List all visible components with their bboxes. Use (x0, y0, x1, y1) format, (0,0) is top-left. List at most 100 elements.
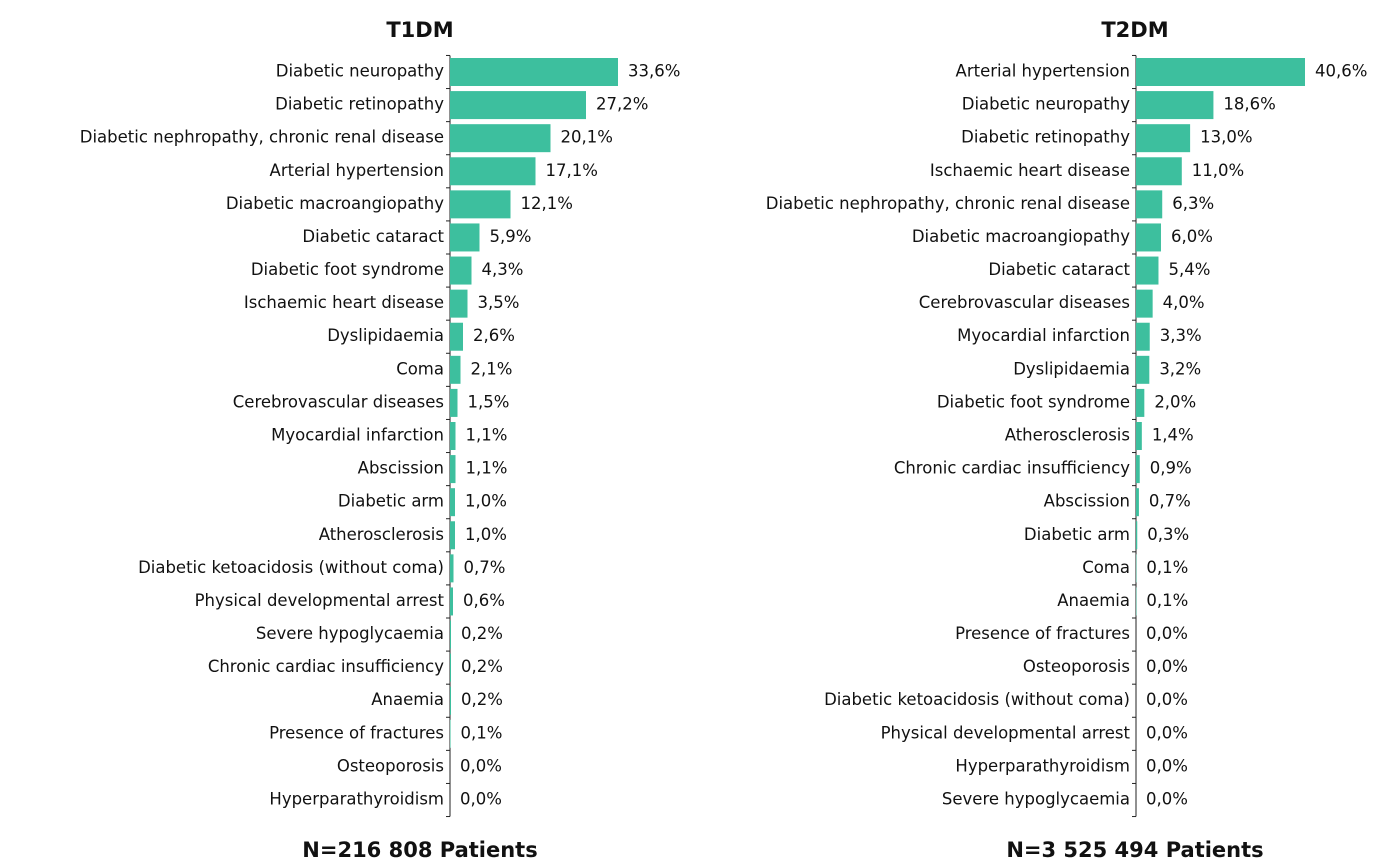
bar (450, 388, 458, 417)
value-label: 3,2% (1159, 359, 1201, 378)
category-label: Coma (1082, 558, 1130, 577)
bar (450, 256, 472, 285)
value-label: 0,1% (1146, 558, 1188, 577)
category-label: Diabetic foot syndrome (251, 260, 444, 279)
bar (450, 587, 453, 616)
category-label: Diabetic retinopathy (275, 95, 444, 114)
category-label: Arterial hypertension (270, 161, 444, 180)
value-label: 2,1% (471, 359, 513, 378)
bar (1136, 124, 1191, 153)
value-label: 18,6% (1223, 95, 1275, 114)
bar (1136, 488, 1139, 517)
value-label: 3,5% (478, 293, 520, 312)
value-label: 13,0% (1200, 128, 1252, 147)
category-label: Diabetic arm (1024, 525, 1130, 544)
bar (450, 355, 461, 384)
bar (1136, 223, 1161, 252)
bar (1136, 388, 1145, 417)
category-label: Myocardial infarction (957, 326, 1130, 345)
category-label: Diabetic neuropathy (276, 62, 444, 81)
category-label: Diabetic foot syndrome (937, 392, 1130, 411)
category-label: Diabetic macroangiopathy (912, 227, 1130, 246)
bar (450, 157, 536, 186)
category-label: Physical developmental arrest (195, 591, 445, 610)
value-label: 6,0% (1171, 227, 1213, 246)
value-label: 1,0% (465, 525, 507, 544)
chart-title: T2DM (1101, 18, 1168, 42)
value-label: 0,1% (461, 723, 503, 742)
value-label: 0,0% (460, 790, 502, 809)
category-label: Osteoporosis (1023, 657, 1130, 676)
bar (450, 190, 511, 219)
category-label: Presence of fractures (269, 723, 444, 742)
category-label: Diabetic ketoacidosis (without coma) (824, 690, 1130, 709)
bar (450, 322, 463, 351)
bar (1136, 256, 1159, 285)
value-label: 1,1% (466, 426, 508, 445)
value-label: 0,1% (1146, 591, 1188, 610)
category-label: Diabetic nephropathy, chronic renal dise… (80, 128, 444, 147)
category-label: Osteoporosis (337, 756, 444, 775)
value-label: 0,3% (1147, 525, 1189, 544)
category-label: Severe hypoglycaemia (256, 624, 444, 643)
bar (450, 488, 455, 517)
category-label: Dyslipidaemia (1013, 359, 1130, 378)
value-label: 0,0% (1146, 790, 1188, 809)
category-label: Diabetic retinopathy (961, 128, 1130, 147)
category-label: Coma (396, 359, 444, 378)
bar (450, 91, 586, 120)
bar (1136, 157, 1182, 186)
bar (450, 620, 451, 649)
category-label: Physical developmental arrest (881, 723, 1131, 742)
value-label: 2,6% (473, 326, 515, 345)
value-label: 0,7% (464, 558, 506, 577)
value-label: 4,0% (1163, 293, 1205, 312)
category-label: Diabetic cataract (302, 227, 444, 246)
value-label: 1,1% (466, 459, 508, 478)
bar (450, 223, 480, 252)
chart-title: T1DM (386, 18, 453, 42)
value-label: 0,0% (1146, 657, 1188, 676)
bar (450, 719, 451, 748)
value-label: 0,6% (463, 591, 505, 610)
category-label: Diabetic arm (338, 492, 444, 511)
bar (450, 653, 451, 682)
value-label: 1,0% (465, 492, 507, 511)
value-label: 0,0% (460, 756, 502, 775)
category-label: Chronic cardiac insufficiency (208, 657, 444, 676)
bar (1136, 91, 1214, 120)
value-label: 20,1% (561, 128, 613, 147)
value-label: 0,7% (1149, 492, 1191, 511)
bar (450, 289, 468, 318)
category-label: Diabetic macroangiopathy (226, 194, 444, 213)
category-label: Severe hypoglycaemia (942, 790, 1130, 809)
category-label: Anaemia (371, 690, 444, 709)
category-label: Myocardial infarction (271, 426, 444, 445)
bar (1136, 521, 1138, 550)
bar (450, 124, 551, 153)
value-label: 0,0% (1146, 723, 1188, 742)
footnote: N=3 525 494 Patients (1006, 838, 1263, 862)
category-label: Diabetic ketoacidosis (without coma) (138, 558, 444, 577)
value-label: 1,4% (1152, 426, 1194, 445)
bar (450, 422, 456, 450)
bar (1136, 422, 1142, 450)
bar (450, 521, 455, 550)
value-label: 6,3% (1172, 194, 1214, 213)
category-label: Cerebrovascular diseases (919, 293, 1130, 312)
value-label: 12,1% (521, 194, 573, 213)
bar (450, 554, 454, 583)
bar (1136, 355, 1150, 384)
value-label: 1,5% (468, 392, 510, 411)
category-label: Hyperparathyroidism (269, 790, 444, 809)
category-label: Cerebrovascular diseases (233, 392, 444, 411)
value-label: 0,2% (461, 690, 503, 709)
value-label: 3,3% (1160, 326, 1202, 345)
bar (450, 58, 618, 86)
value-label: 0,2% (461, 657, 503, 676)
value-label: 0,2% (461, 624, 503, 643)
category-label: Ischaemic heart disease (244, 293, 444, 312)
category-label: Dyslipidaemia (327, 326, 444, 345)
value-label: 5,4% (1168, 260, 1210, 279)
